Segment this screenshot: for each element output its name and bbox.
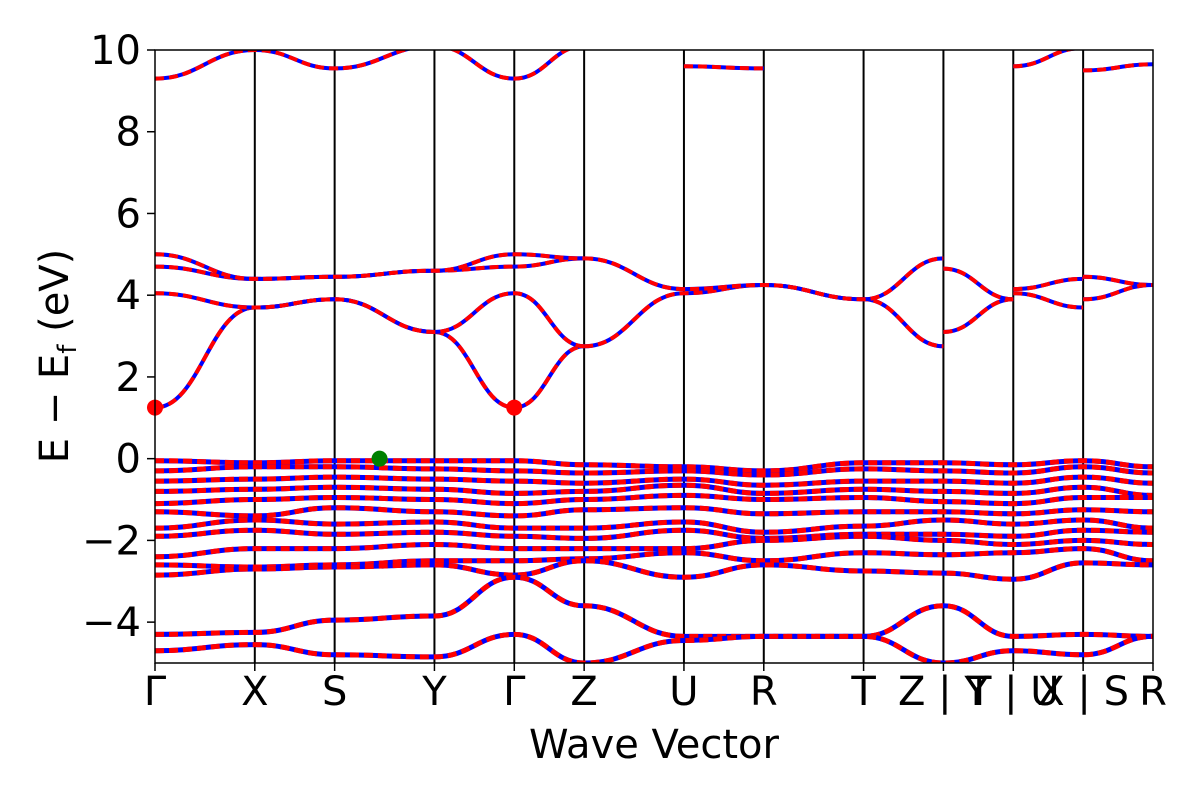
cbm-marker — [506, 399, 523, 416]
band-line-spin-up — [683, 64, 764, 71]
y-tick-label: 8 — [116, 110, 141, 156]
plot-background — [155, 50, 1153, 663]
band-line-spin-up — [155, 474, 1153, 488]
y-axis-title-main: E − E — [32, 354, 78, 464]
x-tick-label: Z — [570, 669, 597, 715]
band-line-spin-up — [155, 492, 1153, 507]
plot-frame — [154, 49, 1154, 664]
band-line-spin-up — [155, 291, 585, 349]
x-axis-title: Wave Vector — [529, 722, 780, 768]
x-tick-label: R — [750, 669, 778, 715]
x-tick-label: U — [669, 669, 698, 715]
y-axis-title: E − Ef (eV) — [32, 249, 83, 464]
band-line-spin-up — [155, 546, 1153, 570]
band-line-spin-up — [1013, 291, 1084, 310]
band-line-spin-up — [1013, 276, 1084, 292]
y-axis-ticks: −4 −2 0 2 4 6 8 10 — [82, 28, 155, 646]
band-line-spin-up — [155, 505, 1153, 519]
y-tick-label: −2 — [82, 518, 141, 564]
y-tick-label: 0 — [116, 437, 141, 483]
band-line-spin-up — [1083, 283, 1153, 302]
band-line-spin-up — [155, 517, 1153, 535]
band-line-spin-up — [155, 464, 1153, 478]
y-tick-label: 10 — [90, 28, 141, 74]
band-line-spin-up — [155, 252, 585, 281]
band-line-spin-up — [1083, 62, 1153, 73]
y-axis-title-subscript: f — [53, 344, 83, 354]
x-tick-label: T — [850, 669, 876, 715]
y-tick-label: −4 — [82, 600, 141, 646]
x-tick-label: Z | Y — [898, 669, 989, 715]
band-line-spin-up — [155, 482, 1153, 498]
band-line-spin-down — [683, 64, 764, 71]
x-tick-label: Γ — [144, 669, 167, 715]
band-line-spin-up — [943, 266, 1014, 302]
x-tick-label: R — [1139, 669, 1167, 715]
band-line-spin-up — [1013, 50, 1084, 69]
x-tick-label: X — [241, 669, 268, 715]
vbm-marker — [371, 450, 388, 467]
y-tick-label: 4 — [116, 273, 141, 319]
y-tick-label: 6 — [116, 191, 141, 237]
band-line-spin-up — [155, 50, 573, 81]
band-line-spin-up — [155, 631, 1153, 663]
y-axis-title-unit: (eV) — [32, 249, 78, 345]
band-line-spin-up — [155, 558, 1153, 582]
y-tick-label: 2 — [116, 355, 141, 401]
x-tick-label: Y — [421, 669, 447, 715]
band-line-spin-up — [155, 574, 1153, 639]
band-lines — [155, 50, 1153, 663]
band-line-spin-up — [584, 256, 944, 302]
band-line-spin-up — [155, 527, 1153, 541]
x-tick-label: T | U — [966, 669, 1060, 715]
high-symmetry-lines — [253, 50, 1085, 663]
band-line-spin-up — [155, 533, 1153, 560]
x-tick-label: Γ — [503, 669, 526, 715]
band-line-spin-up — [155, 458, 1153, 474]
x-tick-label: S — [322, 669, 347, 715]
x-tick-label: X | S — [1037, 669, 1129, 715]
